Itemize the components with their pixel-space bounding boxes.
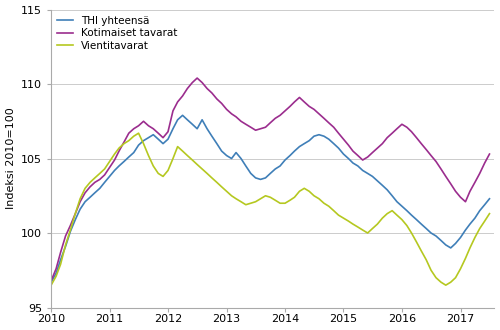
Line: Kotimaiset tavarat: Kotimaiset tavarat — [51, 78, 490, 281]
Legend: THI yhteensä, Kotimaiset tavarat, Vientitavarat: THI yhteensä, Kotimaiset tavarat, Vienti… — [54, 13, 181, 54]
Line: Vientitavarat: Vientitavarat — [51, 133, 490, 285]
Line: THI yhteensä: THI yhteensä — [51, 115, 490, 282]
Y-axis label: Indeksi 2010=100: Indeksi 2010=100 — [6, 108, 16, 210]
